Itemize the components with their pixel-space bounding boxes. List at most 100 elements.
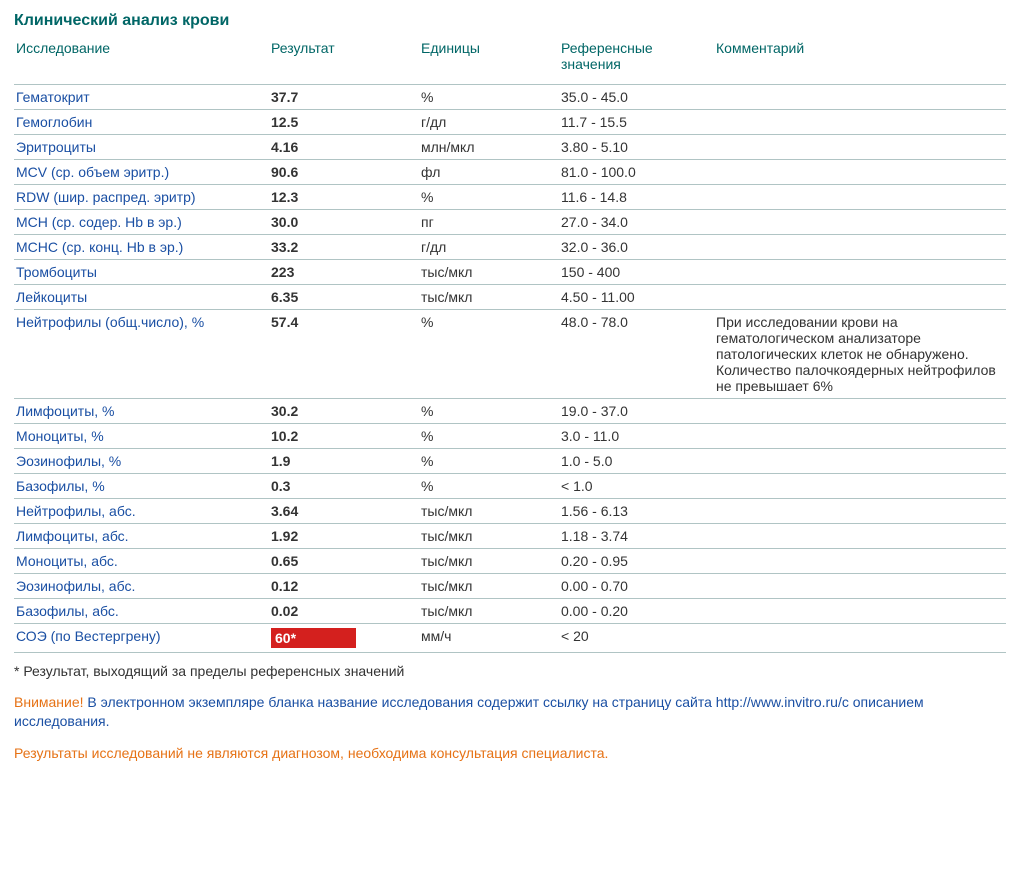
comment-value: [714, 135, 1006, 160]
result-value: 30.2: [271, 403, 298, 419]
report-title: Клинический анализ крови: [14, 10, 1006, 36]
comment-value: [714, 624, 1006, 653]
units-value: %: [419, 85, 559, 110]
table-row: MCH (ср. содер. Hb в эр.)30.0пг27.0 - 34…: [14, 210, 1006, 235]
comment-value: При исследовании крови на гематологическ…: [714, 310, 1006, 399]
test-name-link[interactable]: Эозинофилы, абс.: [16, 578, 135, 594]
result-value: 3.64: [271, 503, 298, 519]
reference-value: 3.80 - 5.10: [559, 135, 714, 160]
comment-value: [714, 110, 1006, 135]
test-name-link[interactable]: Базофилы, %: [16, 478, 105, 494]
table-header-row: Исследование Результат Единицы Референсн…: [14, 36, 1006, 85]
comment-value: [714, 549, 1006, 574]
test-name-link[interactable]: Гемоглобин: [16, 114, 92, 130]
reference-value: 3.0 - 11.0: [559, 424, 714, 449]
reference-value: 27.0 - 34.0: [559, 210, 714, 235]
comment-value: [714, 260, 1006, 285]
units-value: тыс/мкл: [419, 260, 559, 285]
result-value: 60*: [271, 628, 356, 648]
result-value: 223: [271, 264, 294, 280]
result-value: 6.35: [271, 289, 298, 305]
col-header-result: Результат: [269, 36, 419, 85]
col-header-ref: Референсные значения: [559, 36, 714, 85]
comment-value: [714, 599, 1006, 624]
test-name-link[interactable]: Эритроциты: [16, 139, 96, 155]
test-name-link[interactable]: MCHC (ср. конц. Hb в эр.): [16, 239, 183, 255]
table-row: Гемоглобин12.5г/дл11.7 - 15.5: [14, 110, 1006, 135]
notice-body-text: В электронном экземпляре бланка название…: [14, 694, 924, 729]
comment-value: [714, 499, 1006, 524]
reference-value: 48.0 - 78.0: [559, 310, 714, 399]
test-name-link[interactable]: Нейтрофилы (общ.число), %: [16, 314, 204, 330]
units-value: %: [419, 474, 559, 499]
result-value: 12.3: [271, 189, 298, 205]
comment-value: [714, 474, 1006, 499]
test-name-link[interactable]: Гематокрит: [16, 89, 90, 105]
result-value: 1.9: [271, 453, 290, 469]
col-header-test: Исследование: [14, 36, 269, 85]
table-row: Лейкоциты 6.35 тыс/мкл4.50 - 11.00: [14, 285, 1006, 310]
units-value: тыс/мкл: [419, 285, 559, 310]
test-name-link[interactable]: Моноциты, %: [16, 428, 104, 444]
test-name-link[interactable]: Лимфоциты, %: [16, 403, 114, 419]
result-value: 0.65: [271, 553, 298, 569]
reference-value: < 1.0: [559, 474, 714, 499]
reference-value: 35.0 - 45.0: [559, 85, 714, 110]
test-name-link[interactable]: СОЭ (по Вестергрену): [16, 628, 161, 644]
test-name-link[interactable]: Лейкоциты: [16, 289, 87, 305]
col-header-units: Единицы: [419, 36, 559, 85]
table-row: Нейтрофилы, абс.3.64тыс/мкл1.56 - 6.13: [14, 499, 1006, 524]
comment-value: [714, 285, 1006, 310]
result-value: 0.3: [271, 478, 290, 494]
result-value: 1.92: [271, 528, 298, 544]
test-name-link[interactable]: Базофилы, абс.: [16, 603, 119, 619]
reference-value: 32.0 - 36.0: [559, 235, 714, 260]
notice-block: Внимание! В электронном экземпляре бланк…: [14, 679, 1006, 731]
units-value: г/дл: [419, 235, 559, 260]
units-value: тыс/мкл: [419, 574, 559, 599]
units-value: тыс/мкл: [419, 499, 559, 524]
reference-value: 4.50 - 11.00: [559, 285, 714, 310]
units-value: тыс/мкл: [419, 549, 559, 574]
table-row: Лимфоциты, абс.1.92тыс/мкл1.18 - 3.74: [14, 524, 1006, 549]
test-name-link[interactable]: Лимфоциты, абс.: [16, 528, 129, 544]
result-value: 37.7: [271, 89, 298, 105]
comment-value: [714, 160, 1006, 185]
test-name-link[interactable]: Нейтрофилы, абс.: [16, 503, 136, 519]
result-value: 57.4: [271, 314, 298, 330]
notice-warn-label: Внимание!: [14, 694, 84, 710]
table-row: СОЭ (по Вестергрену)60*мм/ч< 20: [14, 624, 1006, 653]
table-row: Эозинофилы, абс.0.12тыс/мкл0.00 - 0.70: [14, 574, 1006, 599]
test-name-link[interactable]: MCH (ср. содер. Hb в эр.): [16, 214, 182, 230]
table-row: Базофилы, абс.0.02тыс/мкл0.00 - 0.20: [14, 599, 1006, 624]
table-row: Нейтрофилы (общ.число), % 57.4%48.0 - 78.…: [14, 310, 1006, 399]
reference-value: 150 - 400: [559, 260, 714, 285]
comment-value: [714, 235, 1006, 260]
table-row: Эозинофилы, %1.9%1.0 - 5.0: [14, 449, 1006, 474]
result-value: 33.2: [271, 239, 298, 255]
table-row: RDW (шир. распред. эритр)12.3%11.6 - 14.…: [14, 185, 1006, 210]
comment-value: [714, 524, 1006, 549]
result-value: 12.5: [271, 114, 298, 130]
comment-value: [714, 85, 1006, 110]
test-name-link[interactable]: Эозинофилы, %: [16, 453, 121, 469]
reference-value: 11.6 - 14.8: [559, 185, 714, 210]
units-value: %: [419, 449, 559, 474]
comment-value: [714, 185, 1006, 210]
table-row: Тромбоциты 223 тыс/мкл150 - 400: [14, 260, 1006, 285]
test-name-link[interactable]: Тромбоциты: [16, 264, 97, 280]
comment-value: [714, 210, 1006, 235]
test-name-link[interactable]: Моноциты, абс.: [16, 553, 118, 569]
test-name-link[interactable]: MCV (ср. объем эритр.): [16, 164, 169, 180]
table-row: MCV (ср. объем эритр.)90.6фл81.0 - 100.0: [14, 160, 1006, 185]
reference-value: 0.20 - 0.95: [559, 549, 714, 574]
test-name-link[interactable]: RDW (шир. распред. эритр): [16, 189, 196, 205]
units-value: тыс/мкл: [419, 599, 559, 624]
table-row: Лимфоциты, % 30.2%19.0 - 37.0: [14, 399, 1006, 424]
units-value: %: [419, 399, 559, 424]
units-value: %: [419, 310, 559, 399]
units-value: пг: [419, 210, 559, 235]
reference-value: 19.0 - 37.0: [559, 399, 714, 424]
table-row: Моноциты, %10.2%3.0 - 11.0: [14, 424, 1006, 449]
reference-value: 11.7 - 15.5: [559, 110, 714, 135]
